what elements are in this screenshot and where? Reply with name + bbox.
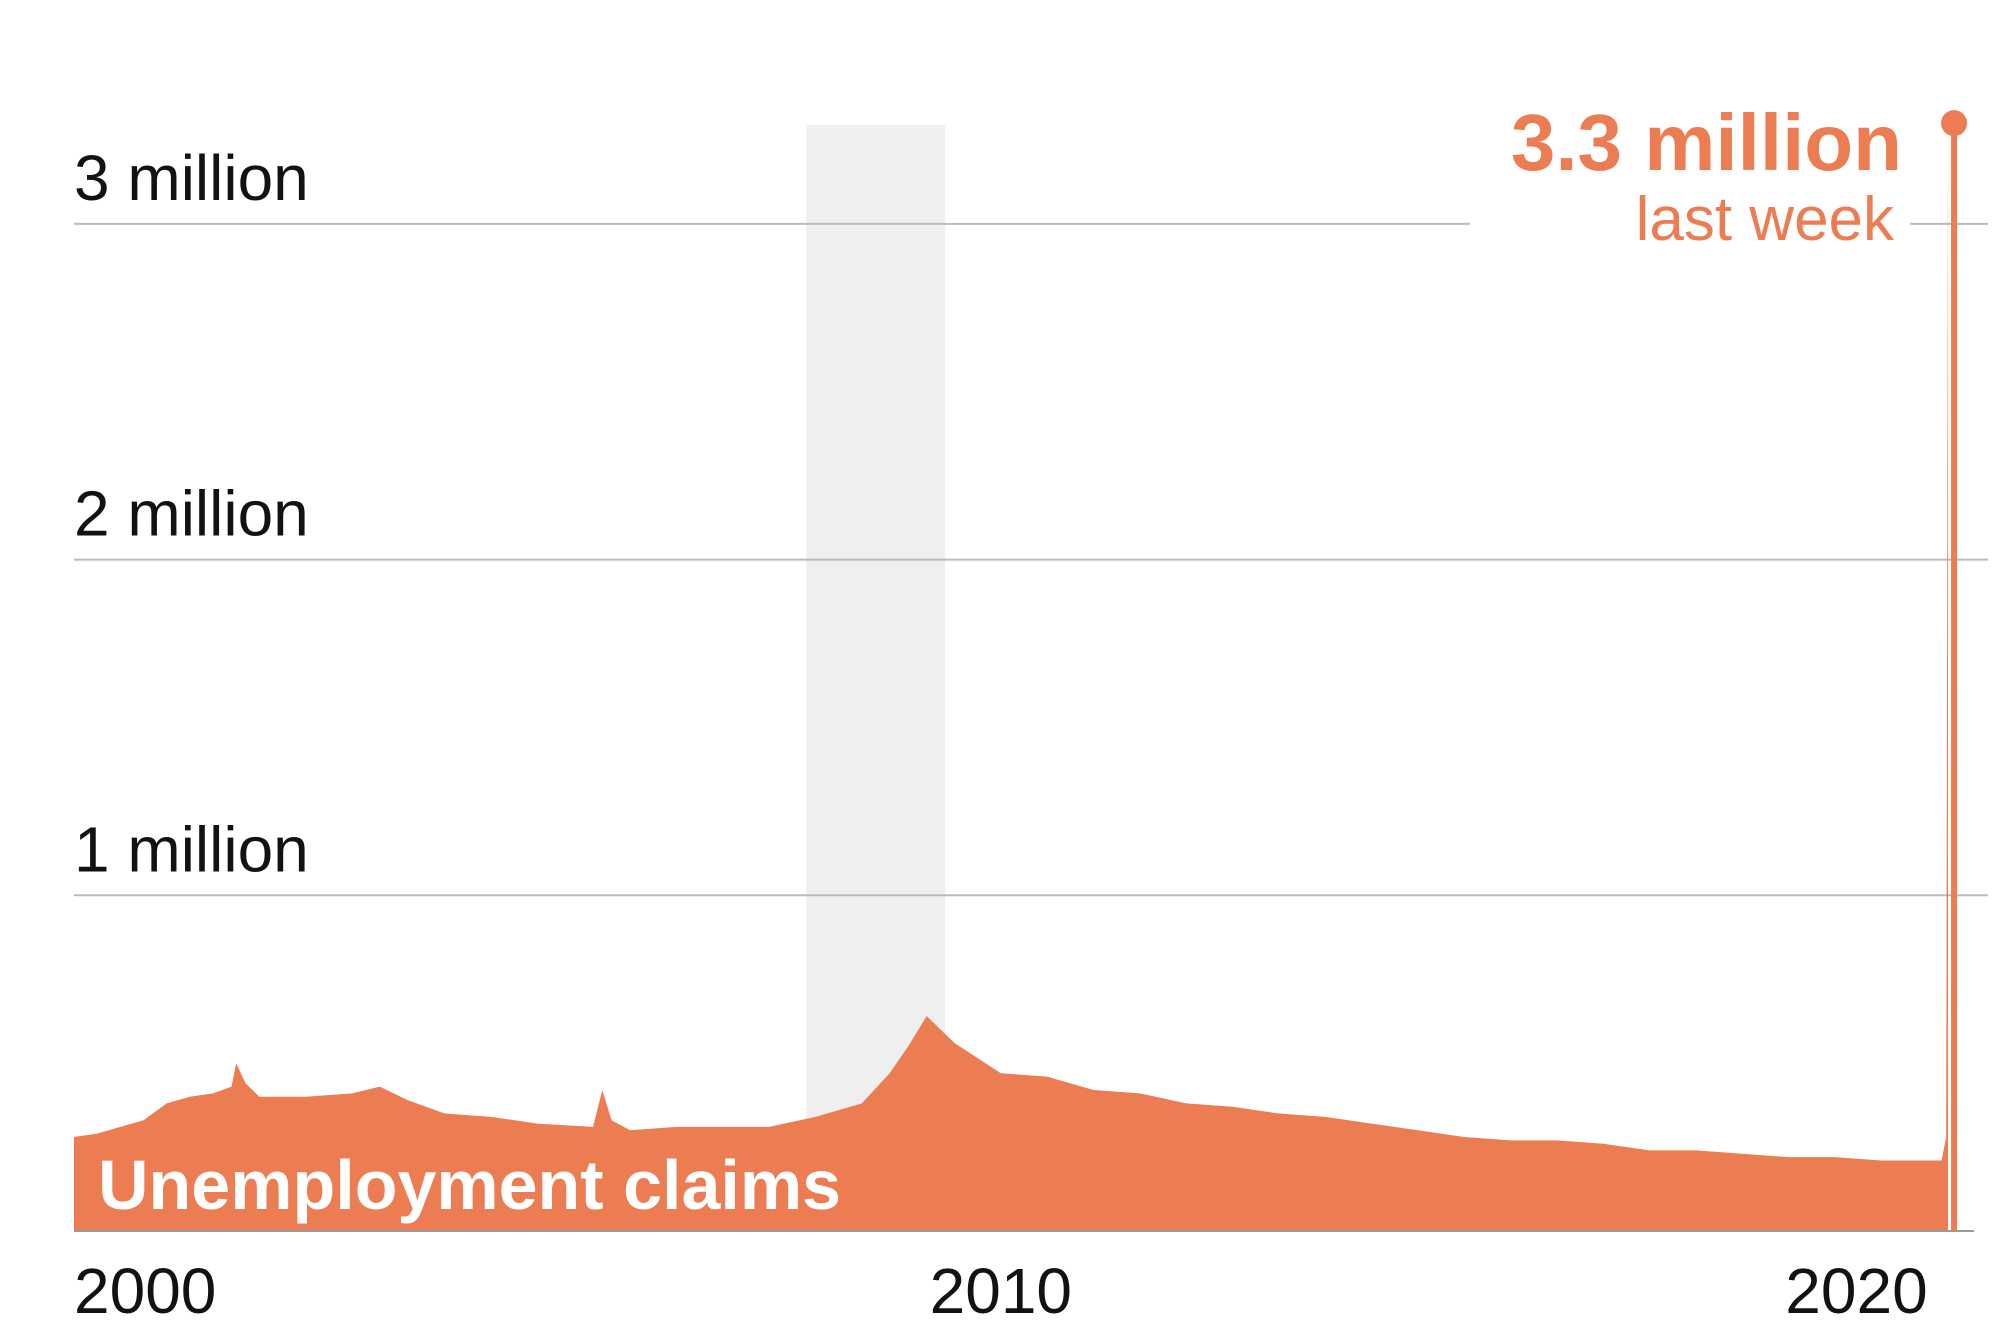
spike-dot [1941,110,1968,137]
annotation-bg [1470,80,1910,260]
annotation: last week [1636,185,1895,254]
y-tick-label: 1 million [74,813,309,885]
x-tick-label: 2020 [1785,1255,1927,1327]
area [74,123,1949,1232]
y-tick-label: 3 million [74,142,309,214]
series-label: Unemployment claims [98,1146,841,1224]
x-tick-label: 2000 [74,1255,216,1327]
y-tick-label: 2 million [74,478,309,550]
value-label: 3.3 million [1511,98,1902,187]
x-tick-label: 2010 [930,1255,1072,1327]
